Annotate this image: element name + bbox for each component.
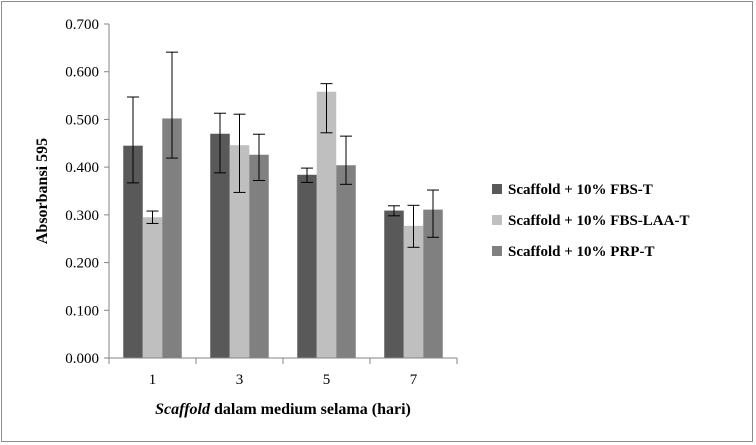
legend-swatch-fbs: [492, 184, 502, 194]
y-tick-label: 0.700: [65, 17, 99, 33]
y-tick-label: 0.600: [65, 65, 99, 81]
y-axis-title: Absorbansi 595: [34, 138, 51, 244]
y-tick-label: 0.300: [65, 208, 99, 224]
bar: [297, 174, 317, 358]
y-tick-label: 0.100: [65, 303, 99, 319]
x-axis-title-rest: dalam medium selama (hari): [210, 401, 411, 418]
bar: [123, 145, 143, 358]
bar: [384, 210, 404, 358]
legend-label-prp: Scaffold + 10% PRP-T: [508, 244, 654, 260]
legend-label-fbs: Scaffold + 10% FBS-T: [508, 182, 653, 198]
x-tick-label: 5: [323, 372, 331, 388]
bar: [249, 154, 269, 358]
bar: [229, 145, 250, 358]
bar: [423, 209, 443, 358]
x-ticks-layer: 1 3 5 7: [108, 358, 458, 388]
bars-layer: [123, 91, 443, 359]
legend-swatch-prp: [492, 246, 502, 256]
legend-swatch-fbs-laa: [492, 215, 502, 225]
legend-label-fbs-laa: Scaffold + 10% FBS-LAA-T: [508, 213, 689, 229]
x-tick-label: 1: [149, 372, 157, 388]
error-bars-layer: [127, 51, 439, 248]
bar: [142, 217, 163, 358]
x-axis-title: Scaffold dalam medium selama (hari): [155, 401, 411, 418]
bar: [316, 91, 337, 359]
y-ticks-layer: 0.000 0.100 0.200 0.300 0.400 0.500 0.600 0.700: [65, 17, 109, 367]
y-tick-label: 0.000: [65, 351, 99, 367]
y-tick-label: 0.500: [65, 112, 99, 128]
legend: Scaffold + 10% FBS-T Scaffold + 10% FBS-…: [492, 182, 689, 260]
y-tick-label: 0.200: [65, 256, 99, 272]
x-tick-label: 7: [410, 372, 418, 388]
bar: [210, 133, 230, 358]
x-axis-title-italic: Scaffold: [155, 401, 211, 418]
bar: [336, 165, 356, 358]
bar: [162, 118, 182, 358]
x-tick-label: 3: [236, 372, 244, 388]
bar: [403, 225, 424, 358]
y-tick-label: 0.400: [65, 160, 99, 176]
